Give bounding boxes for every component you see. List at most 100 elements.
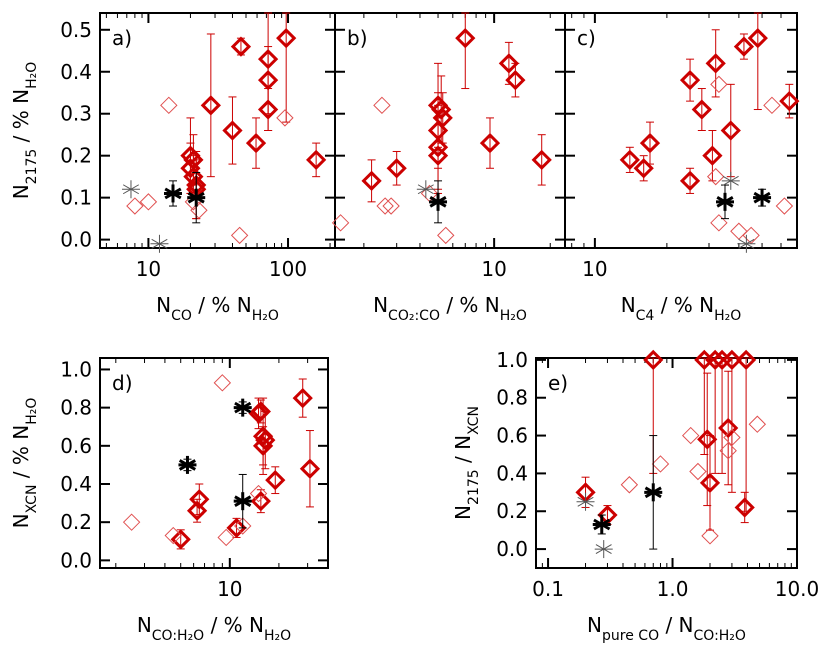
plot-frame [535, 357, 798, 569]
error-bar [228, 96, 237, 165]
diamond-point [710, 75, 728, 94]
diamond-point [720, 120, 741, 141]
diamond-point [505, 70, 526, 91]
error-bar [740, 491, 749, 524]
asterisk-point [576, 492, 595, 511]
diamond-point [250, 401, 271, 422]
diamond-point [186, 500, 208, 521]
y-tick-label: 0.5 [60, 18, 92, 42]
y-tick-label: 0.0 [496, 537, 528, 561]
asterisk-point [416, 180, 435, 199]
diamond-point [382, 197, 400, 215]
x-tick-label: 0.1 [532, 577, 564, 601]
diamond-point [373, 96, 391, 115]
error-bar [711, 357, 720, 474]
error-bar [312, 142, 321, 178]
diamond-point [230, 226, 249, 245]
error-bar [252, 117, 261, 169]
diamond-point [735, 349, 757, 371]
diamond-point [619, 149, 640, 170]
y-tick-label: 0.3 [60, 102, 92, 126]
x-axis-label-part: / % N [204, 613, 264, 637]
diamond-point [651, 455, 670, 473]
diamond-point [775, 197, 794, 215]
diamond-point [679, 170, 701, 191]
diamond-point [779, 91, 800, 112]
diamond-point [679, 70, 701, 91]
diamond-point [719, 441, 737, 460]
x-axis-label: NC4 / % NH₂O [621, 293, 742, 324]
diamond-point [498, 53, 520, 74]
error-bar [727, 357, 736, 493]
panel-label: a) [112, 26, 132, 50]
diamond-point [276, 28, 297, 49]
diamond-point [639, 132, 661, 154]
y-axis-label-part: H₂O [24, 62, 40, 89]
diamond-point [200, 95, 221, 116]
diamond-point [721, 349, 743, 371]
diamond-point [376, 197, 394, 215]
x-axis-label-part: N [621, 293, 636, 317]
error-bar [367, 159, 376, 203]
diamond-point [180, 145, 201, 166]
diamond-point [427, 137, 449, 158]
asterisk-point [594, 540, 613, 559]
y-axis-label: N2175 / % NH₂O [9, 62, 40, 200]
x-tick-label: 1.0 [657, 577, 689, 601]
diamond-point [763, 96, 781, 115]
y-tick-label: 0.2 [60, 144, 92, 168]
diamond-point [249, 484, 268, 503]
diamond-point [706, 167, 725, 186]
asterisk-point [163, 184, 182, 203]
y-axis-label-part: H₂O [24, 398, 40, 425]
asterisk-point [592, 515, 611, 534]
diamond-point [245, 132, 267, 154]
x-axis-label-part: CO [171, 308, 192, 324]
panel-label: c) [577, 26, 596, 50]
y-tick-label: 0.4 [60, 472, 92, 496]
y-axis-label-part: XCN [24, 485, 40, 514]
x-axis-label-part: / % N [440, 293, 500, 317]
diamond-point [531, 149, 552, 170]
asterisk-point [737, 234, 756, 253]
y-axis-label-part: / N [451, 435, 475, 469]
x-axis-label: NCO:H₂O / % NH₂O [137, 613, 291, 644]
y-tick-label: 0.8 [60, 396, 92, 420]
diamond-point [705, 53, 726, 74]
diamond-point [234, 517, 252, 535]
diamond-point [122, 513, 141, 531]
panel-label: b) [347, 26, 368, 50]
error-bar [708, 130, 717, 182]
error-bar [711, 29, 720, 98]
error-bar [537, 134, 546, 186]
error-bar [264, 88, 273, 131]
diamond-point [361, 170, 382, 191]
error-bar [305, 430, 314, 508]
asterisk-point [644, 483, 663, 502]
asterisk-point [178, 455, 197, 474]
asterisk-point [150, 234, 169, 253]
diamond-point [734, 497, 755, 518]
x-tick-label: 10 [582, 257, 607, 281]
x-axis-label-part: N [587, 613, 602, 637]
panel-label: e) [548, 371, 568, 395]
error-bar [392, 150, 401, 186]
y-axis-label-part: 2175 [466, 469, 482, 505]
x-axis-label: Npure CO / NCO:H₂O [587, 613, 746, 644]
x-axis-label-part: N [156, 293, 171, 317]
diamond-point [697, 429, 718, 450]
x-tick-label: 10 [136, 257, 161, 281]
x-tick-label: 100 [269, 257, 307, 281]
error-bar [206, 33, 215, 178]
diamond-point [633, 158, 654, 179]
y-tick-label: 0.0 [60, 548, 92, 572]
y-tick-label: 0.2 [496, 499, 528, 523]
x-tick-label: 10.0 [775, 577, 820, 601]
diamond-point [276, 109, 294, 127]
diamond-point [217, 528, 235, 547]
diamond-point [479, 132, 501, 154]
x-axis-label-part: / % N [654, 293, 714, 317]
asterisk-point [716, 192, 735, 211]
diamond-point [710, 214, 728, 232]
diamond-point [437, 226, 455, 245]
